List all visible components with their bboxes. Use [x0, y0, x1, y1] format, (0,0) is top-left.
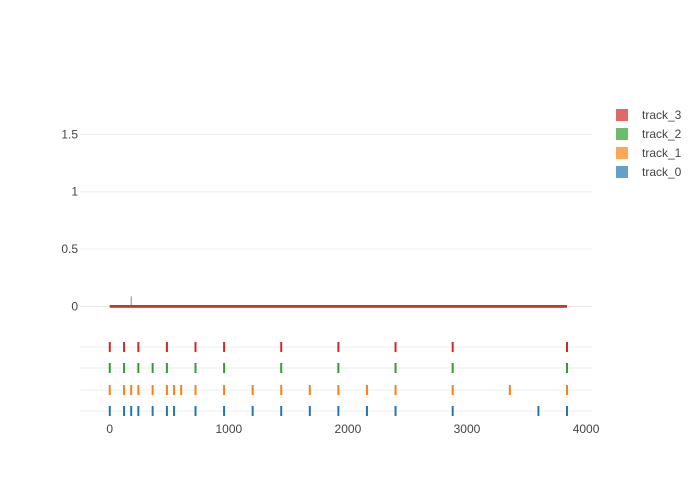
x-tick-label: 2000 — [335, 422, 362, 436]
rug-layer — [108, 342, 568, 416]
grid-layer — [80, 133, 592, 412]
legend-item-track_2[interactable]: track_2 — [616, 127, 682, 141]
x-tick-label: 1000 — [215, 422, 242, 436]
y-tick-label: 1.5 — [61, 127, 78, 141]
x-tick-label: 3000 — [454, 422, 481, 436]
line-layer — [109, 296, 567, 308]
legend-label: track_3 — [642, 108, 682, 122]
x-tick-label: 0 — [106, 422, 113, 436]
legend-swatch — [616, 128, 628, 140]
y-tick-label: 0.5 — [61, 242, 78, 256]
legend-item-track_3[interactable]: track_3 — [616, 108, 682, 122]
legend-swatch — [616, 109, 628, 121]
legend-label: track_2 — [642, 127, 682, 141]
y-tick-label: 0 — [71, 299, 78, 313]
legend[interactable]: track_3 track_2 track_1 track_0 — [616, 108, 682, 179]
y-tick-label: 1 — [71, 185, 78, 199]
legend-item-track_1[interactable]: track_1 — [616, 146, 682, 160]
legend-label: track_1 — [642, 146, 682, 160]
legend-swatch — [616, 166, 628, 178]
legend-label: track_0 — [642, 165, 682, 179]
axis-labels: 0 0.5 1 1.5 0 1000 2000 3000 4000 — [61, 127, 599, 436]
legend-item-track_0[interactable]: track_0 — [616, 165, 682, 179]
legend-swatch — [616, 147, 628, 159]
x-tick-label: 4000 — [573, 422, 600, 436]
